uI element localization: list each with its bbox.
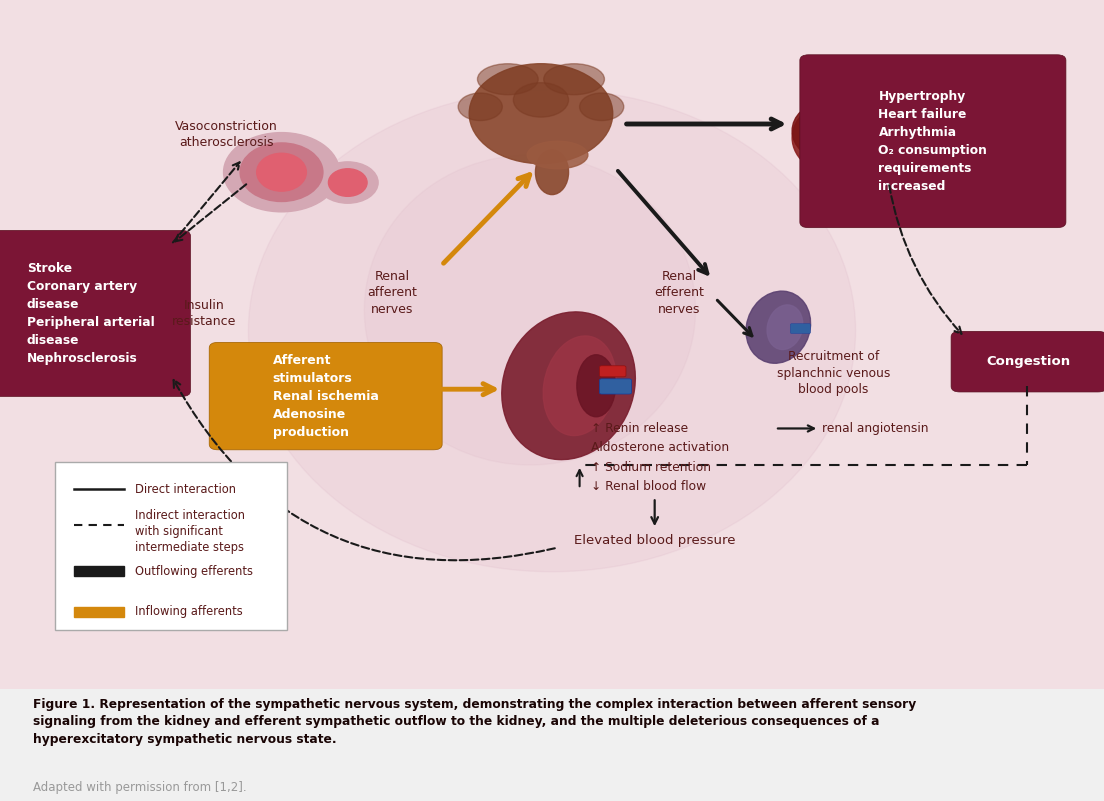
Text: Vasoconstriction
atherosclerosis: Vasoconstriction atherosclerosis	[174, 119, 278, 149]
Ellipse shape	[458, 93, 502, 121]
Text: Adapted with permission from [1,2].: Adapted with permission from [1,2].	[33, 781, 246, 794]
Text: Indirect interaction
with significant
intermediate steps: Indirect interaction with significant in…	[135, 509, 245, 554]
Text: ↓ Renal blood flow: ↓ Renal blood flow	[591, 480, 705, 493]
Text: Congestion: Congestion	[987, 355, 1071, 368]
Ellipse shape	[364, 155, 696, 465]
Ellipse shape	[535, 150, 569, 195]
FancyBboxPatch shape	[599, 379, 631, 394]
Text: Inflowing afferents: Inflowing afferents	[135, 606, 243, 618]
Ellipse shape	[767, 305, 803, 349]
Ellipse shape	[544, 64, 605, 95]
Text: Aldosterone activation: Aldosterone activation	[591, 441, 729, 454]
FancyBboxPatch shape	[55, 461, 287, 630]
Ellipse shape	[746, 291, 810, 364]
Text: Stroke
Coronary artery
disease
Peripheral arterial
disease
Nephrosclerosis: Stroke Coronary artery disease Periphera…	[26, 262, 155, 365]
Text: Insulin
resistance: Insulin resistance	[172, 299, 236, 328]
Text: ↑ Sodium retention: ↑ Sodium retention	[591, 461, 711, 473]
Ellipse shape	[580, 93, 624, 121]
Ellipse shape	[240, 143, 322, 202]
Text: Renal
afferent
nerves: Renal afferent nerves	[367, 270, 417, 316]
Text: Hypertrophy
Heart failure
Arrhythmia
O₂ consumption
requirements
increased: Hypertrophy Heart failure Arrhythmia O₂ …	[879, 90, 987, 193]
Ellipse shape	[793, 99, 896, 177]
FancyBboxPatch shape	[209, 342, 442, 450]
FancyBboxPatch shape	[852, 77, 875, 123]
Text: Recruitment of
splanchnic venous
blood pools: Recruitment of splanchnic venous blood p…	[777, 350, 890, 396]
FancyBboxPatch shape	[790, 324, 810, 333]
Ellipse shape	[248, 90, 856, 572]
Ellipse shape	[318, 162, 378, 203]
FancyBboxPatch shape	[0, 231, 190, 396]
Text: Figure 1. Representation of the sympathetic nervous system, demonstrating the co: Figure 1. Representation of the sympathe…	[33, 698, 916, 746]
Ellipse shape	[513, 83, 569, 117]
Text: Renal
efferent
nerves: Renal efferent nerves	[654, 270, 704, 316]
Text: Outflowing efferents: Outflowing efferents	[135, 565, 253, 578]
Ellipse shape	[577, 355, 616, 417]
Ellipse shape	[477, 64, 538, 95]
Text: ↑ Renin release: ↑ Renin release	[591, 422, 688, 435]
FancyBboxPatch shape	[837, 78, 854, 119]
Text: Afferent
stimulators
Renal ischemia
Adenosine
production: Afferent stimulators Renal ischemia Aden…	[273, 353, 379, 439]
Ellipse shape	[501, 312, 636, 460]
FancyBboxPatch shape	[799, 54, 1065, 227]
Text: Direct interaction: Direct interaction	[135, 482, 235, 496]
Text: renal angiotensin: renal angiotensin	[822, 422, 928, 435]
Ellipse shape	[528, 141, 588, 169]
Ellipse shape	[469, 64, 613, 163]
FancyBboxPatch shape	[74, 607, 124, 617]
Ellipse shape	[543, 336, 616, 436]
FancyBboxPatch shape	[599, 366, 626, 376]
FancyBboxPatch shape	[74, 566, 124, 576]
Ellipse shape	[329, 169, 367, 196]
FancyBboxPatch shape	[952, 332, 1104, 392]
FancyBboxPatch shape	[0, 0, 1104, 692]
Ellipse shape	[223, 133, 340, 211]
Ellipse shape	[256, 153, 306, 191]
Text: Elevated blood pressure: Elevated blood pressure	[574, 534, 735, 547]
Ellipse shape	[793, 103, 853, 159]
